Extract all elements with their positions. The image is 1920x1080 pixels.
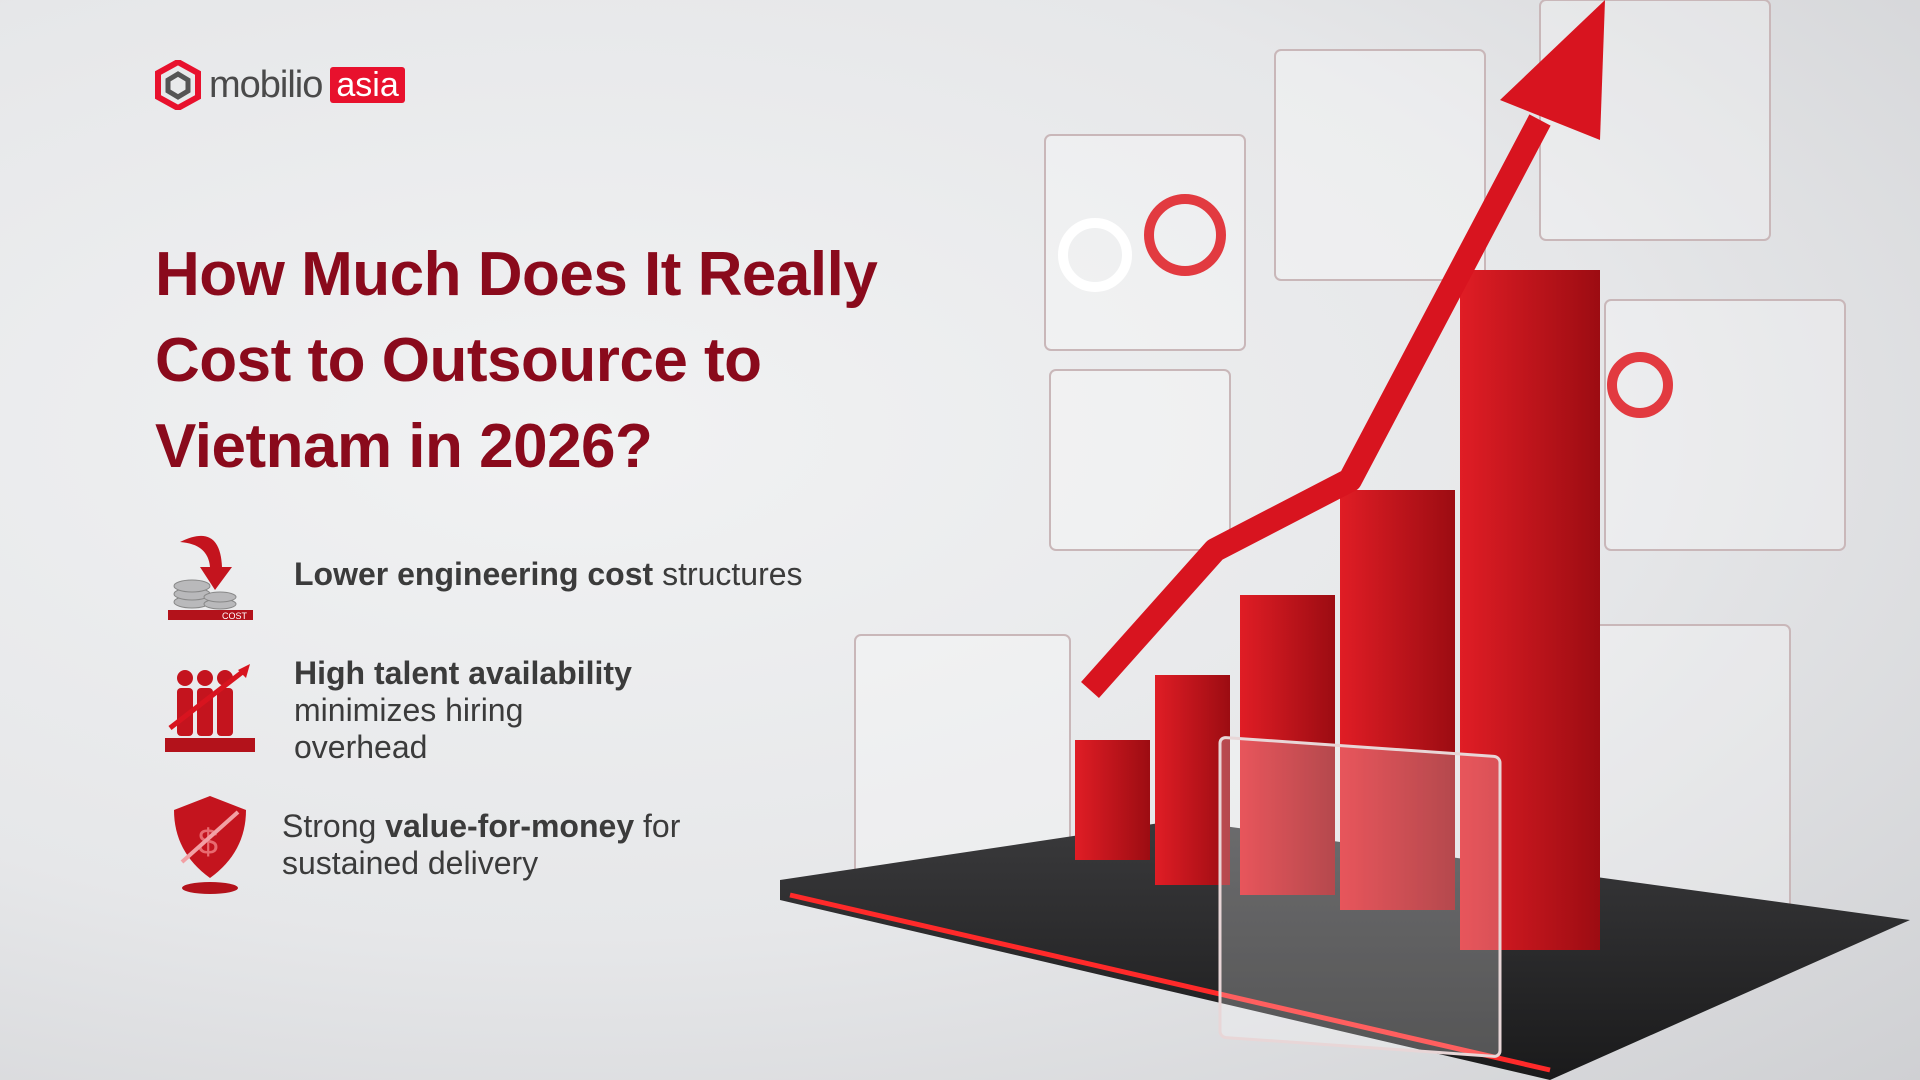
bullet-rest: structures xyxy=(653,556,803,592)
bullet-rest: minimizes hiring overhead xyxy=(294,692,524,765)
svg-text:$: $ xyxy=(198,821,218,862)
bullet-text: Strong value-for-money for sustained del… xyxy=(282,808,702,882)
bullet-pre: Strong xyxy=(282,807,386,844)
bullet-bold: Lower engineering cost xyxy=(294,556,654,592)
coins-down-arrow-icon: COST xyxy=(168,535,253,621)
cost-badge: COST xyxy=(222,611,248,621)
logo-accent: asia xyxy=(330,67,405,103)
bullet-text: Lower engineering cost structures xyxy=(294,556,803,593)
shield-dollar-icon: $ xyxy=(174,796,246,894)
bullet-text: High talent availability minimizes hirin… xyxy=(294,655,654,766)
logo-mark-icon xyxy=(155,60,201,110)
logo-word: mobilio xyxy=(209,63,323,106)
bullet-cost: COST Lower engineering cost structures xyxy=(160,522,803,627)
donut-icons xyxy=(1058,194,1673,418)
bars xyxy=(1075,270,1600,950)
growth-chart-illustration xyxy=(780,0,1910,1080)
team-growth-icon xyxy=(165,664,255,752)
platform-glow xyxy=(789,892,1551,1073)
growth-arrow-icon xyxy=(1081,114,1551,698)
bullet-value: $ Strong value-for-money for sustained d… xyxy=(160,792,702,897)
bullet-rest: for sustained delivery xyxy=(282,807,681,881)
bullet-bold: High talent availability xyxy=(294,655,632,691)
bullet-bold: value-for-money xyxy=(385,807,635,844)
logo: mobilio asia xyxy=(155,60,405,110)
page-title: How Much Does It Really Cost to Outsourc… xyxy=(155,240,878,481)
platform xyxy=(780,820,1910,1080)
bullet-talent: High talent availability minimizes hirin… xyxy=(160,655,654,766)
glass-panel xyxy=(1218,736,1502,1058)
